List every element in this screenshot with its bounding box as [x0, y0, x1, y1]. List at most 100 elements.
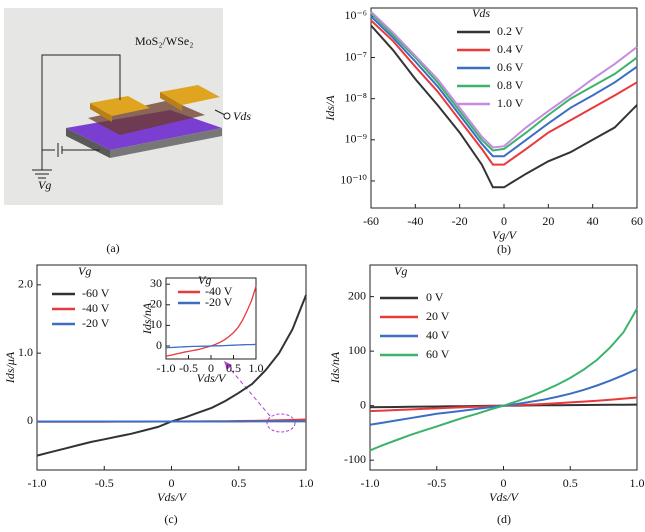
substrate-side: [110, 128, 222, 158]
plot-frame: [370, 7, 638, 209]
x-tick-label: 0.5: [231, 476, 246, 490]
y-tick-label: 1.0: [18, 345, 33, 359]
legend-title: Vds: [472, 6, 490, 20]
x-axis-label: Vds/V: [157, 490, 187, 504]
x-tick-label: -20: [452, 214, 468, 228]
x-tick-label: -0.5: [179, 361, 198, 375]
x-axis-label: Vds/V: [197, 371, 227, 385]
caption: (a): [106, 241, 119, 255]
y-tick-label: 200: [348, 288, 366, 302]
legend-title: Vg: [78, 264, 91, 278]
legend-label: -40 V: [205, 284, 233, 298]
legend-label: -20 V: [82, 316, 110, 330]
y-axis-label: Ids/μA: [3, 351, 17, 384]
y-tick-label: 10⁻⁹: [344, 132, 367, 146]
x-axis-label: Vds/V: [489, 490, 519, 504]
series-line: [370, 15, 638, 158]
legend-label: 0.4 V: [497, 42, 524, 56]
chart: -1.0 -0.5 0 0.5 1.0 -100 0 100 200 Vds/V Ids/nA (d)…: [328, 264, 645, 526]
y-tick-label: 0: [360, 397, 366, 411]
y-tick-label: 0: [156, 338, 162, 352]
y-tick-label: 10: [150, 317, 162, 331]
electrode: [90, 103, 112, 122]
caption: (d): [497, 512, 511, 526]
x-tick-label: 0.5: [563, 476, 578, 490]
x-axis-label: Vg/V: [492, 228, 518, 242]
legend-label: -20 V: [205, 295, 233, 309]
caption: (b): [497, 242, 511, 256]
y-tick-label: 10⁻⁶: [344, 8, 367, 22]
arrow-head: [224, 361, 232, 370]
legend-label: 60 V: [426, 347, 450, 361]
wire: [214, 109, 226, 116]
y-axis-label: Ids/A: [323, 95, 337, 122]
series-line: [370, 10, 638, 149]
x-tick-label: -40: [407, 214, 423, 228]
y-tick-label: 0: [27, 413, 33, 427]
chart: -1.0 -0.5 0 0.5 1.0 0 10 20 30 Vds/V Ids/nA -40 V-2…: [140, 273, 264, 385]
x-tick-label: -1.0: [361, 476, 380, 490]
series-line: [370, 12, 638, 152]
legend-title: Vg: [198, 273, 211, 287]
chart: -1.0 -0.5 0 0.5 1.001.02.0Vds/VIds/μA(c)-60 …: [3, 264, 314, 526]
x-tick-label: 60: [631, 214, 643, 228]
x-tick-label: 0: [208, 361, 214, 375]
x-tick-label: -60: [363, 214, 379, 228]
y-tick-label: -100: [344, 452, 366, 466]
y-axis-label: Ids/nA: [140, 302, 154, 335]
series-line: [370, 24, 638, 189]
electrode: [160, 85, 220, 105]
schematic: MoS₂/WSe₂ Vds Vg (a): [4, 8, 251, 255]
x-tick-label: 0: [169, 476, 175, 490]
legend-label: 40 V: [426, 328, 450, 342]
legend-label: 0.8 V: [497, 78, 524, 92]
drain-label: Vds: [233, 109, 251, 123]
y-tick-label: 30: [150, 276, 162, 290]
series-line: [369, 368, 638, 426]
heterostructure: [88, 100, 205, 135]
electrode: [160, 92, 182, 111]
legend-label: 0 V: [426, 290, 444, 304]
highlight: [266, 413, 296, 433]
electrode: [90, 96, 150, 116]
y-tick-label: 10⁻¹⁰: [340, 173, 367, 187]
legend-title: Vg: [394, 264, 407, 278]
x-tick-label: 0: [501, 476, 507, 490]
legend-label: 1.0 V: [497, 96, 524, 110]
x-tick-label: 1.0: [299, 476, 314, 490]
y-axis-label: Ids/nA: [328, 351, 342, 384]
wire: [41, 54, 121, 151]
gate-label: Vg: [38, 178, 51, 192]
plot-frame: [165, 277, 257, 360]
x-tick-label: 20: [542, 214, 554, 228]
x-tick-label: 1.0: [249, 361, 264, 375]
x-tick-label: 0: [501, 214, 507, 228]
pointer-arrow: [225, 363, 271, 417]
plot-frame: [369, 264, 638, 471]
y-tick-label: 20: [150, 297, 162, 311]
caption: (c): [164, 512, 177, 526]
legend-label: -40 V: [82, 301, 110, 315]
material-label: MoS₂/WSe₂: [135, 34, 193, 48]
chart: -60 -40 -20 0 20 40 60 10⁻¹⁰ 10⁻⁹ 10⁻⁸ 10⁻⁷ 10⁻⁶ Vg/…: [323, 6, 643, 256]
series-line: [370, 19, 638, 166]
x-tick-label: 40: [587, 214, 599, 228]
y-tick-label: 10⁻⁸: [344, 90, 367, 104]
legend-label: 20 V: [426, 309, 450, 323]
x-tick-label: -1.0: [28, 476, 47, 490]
x-tick-label: 1.0: [630, 476, 645, 490]
legend-label: -60 V: [82, 286, 110, 300]
terminal: [223, 112, 231, 120]
x-tick-label: 0.5: [226, 361, 241, 375]
series-line: [165, 343, 257, 349]
y-tick-label: 2.0: [18, 277, 33, 291]
x-tick-label: -0.5: [427, 476, 446, 490]
x-tick-label: -0.5: [95, 476, 114, 490]
legend-label: 0.6 V: [497, 60, 524, 74]
y-tick-label: 100: [348, 343, 366, 357]
y-tick-label: 10⁻⁷: [344, 49, 367, 63]
series-line: [369, 308, 638, 452]
x-tick-label: -1.0: [157, 361, 176, 375]
legend-label: 0.2 V: [497, 24, 524, 38]
